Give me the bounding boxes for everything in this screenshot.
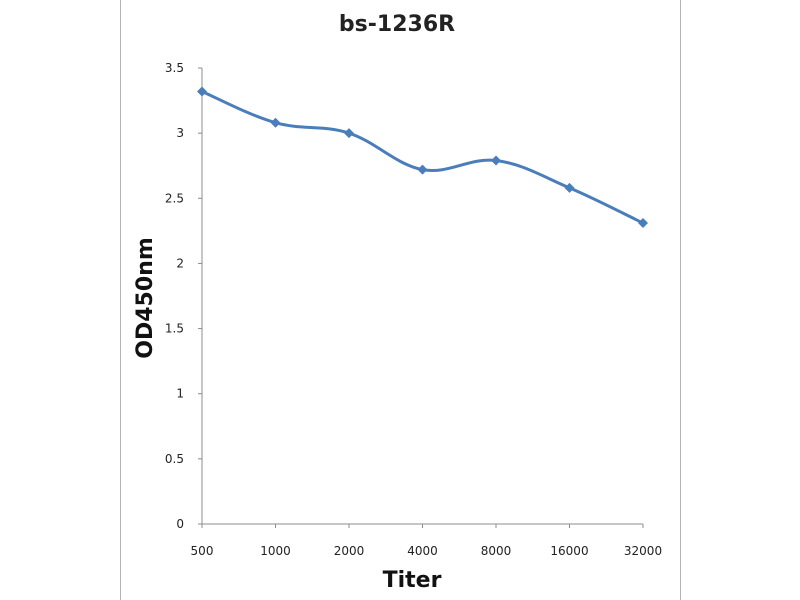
- x-tick-label: 2000: [334, 544, 365, 558]
- left-frame-border: [120, 0, 121, 600]
- right-frame-border: [680, 0, 681, 600]
- x-ticks: 500 1000 2000 4000 8000 16000 32000: [191, 524, 662, 558]
- x-tick-label: 8000: [481, 544, 512, 558]
- axes: [201, 68, 643, 525]
- y-tick-label: 0: [176, 517, 184, 531]
- data-point-marker: [491, 155, 501, 166]
- x-tick-label: 32000: [624, 544, 662, 558]
- y-tick-label: 2.5: [165, 191, 184, 205]
- data-point-marker: [417, 164, 428, 175]
- x-tick-label: 4000: [407, 544, 438, 558]
- data-point-marker: [270, 117, 281, 128]
- chart-title: bs-1236R: [339, 12, 455, 37]
- y-tick-label: 1: [176, 387, 184, 401]
- x-tick-label: 16000: [550, 544, 588, 558]
- data-point-marker: [197, 86, 207, 97]
- data-point-marker: [564, 182, 575, 193]
- y-tick-label: 3.5: [165, 61, 184, 75]
- data-point-marker: [344, 128, 354, 139]
- x-tick-label: 1000: [260, 544, 291, 558]
- y-axis-title: OD450nm: [133, 237, 158, 358]
- y-tick-label: 1.5: [165, 322, 184, 336]
- series-layer: [197, 86, 648, 229]
- y-tick-label: 0.5: [165, 452, 184, 466]
- data-point-marker: [638, 218, 648, 229]
- y-ticks: 0 0.5 1 1.5 2 2.5 3 3.5: [165, 61, 202, 531]
- x-tick-label: 500: [191, 544, 214, 558]
- y-tick-label: 2: [176, 256, 184, 270]
- series-line: [201, 90, 644, 225]
- x-axis-title: Titer: [383, 568, 442, 593]
- y-tick-label: 3: [176, 126, 184, 140]
